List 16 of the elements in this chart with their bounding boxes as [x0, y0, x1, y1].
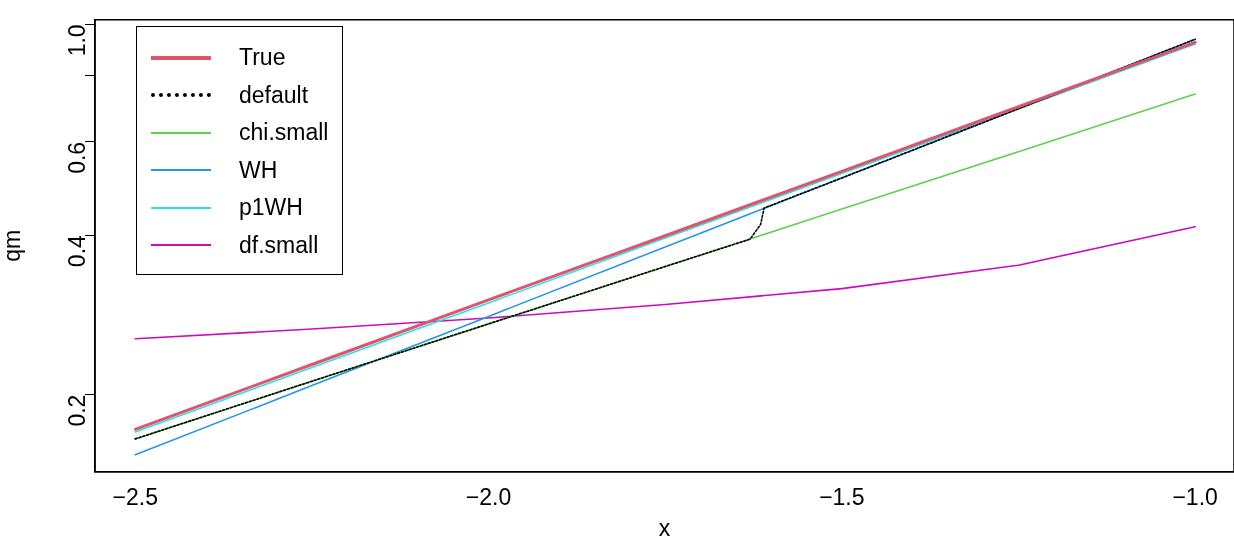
x-axis-title: x	[658, 514, 671, 541]
x-tick-label: −2.0	[465, 483, 512, 510]
legend-label: True	[239, 43, 286, 72]
y-axis-title: qm	[0, 229, 26, 262]
legend-label: df.small	[239, 230, 319, 260]
y-tick-label: 0.6	[64, 141, 91, 174]
legend-label: WH	[239, 155, 278, 185]
y-tick-label: 1.0	[64, 24, 91, 57]
legend-label: default	[239, 80, 309, 110]
legend-label: p1WH	[239, 193, 303, 222]
y-tick-label: 0.2	[64, 394, 91, 427]
legend-label: chi.small	[239, 118, 329, 147]
x-tick-label: −1.5	[819, 483, 865, 510]
x-tick-label: −1.0	[1172, 483, 1218, 510]
y-tick-label: 0.4	[64, 234, 91, 268]
x-tick-label: −2.5	[112, 483, 158, 510]
